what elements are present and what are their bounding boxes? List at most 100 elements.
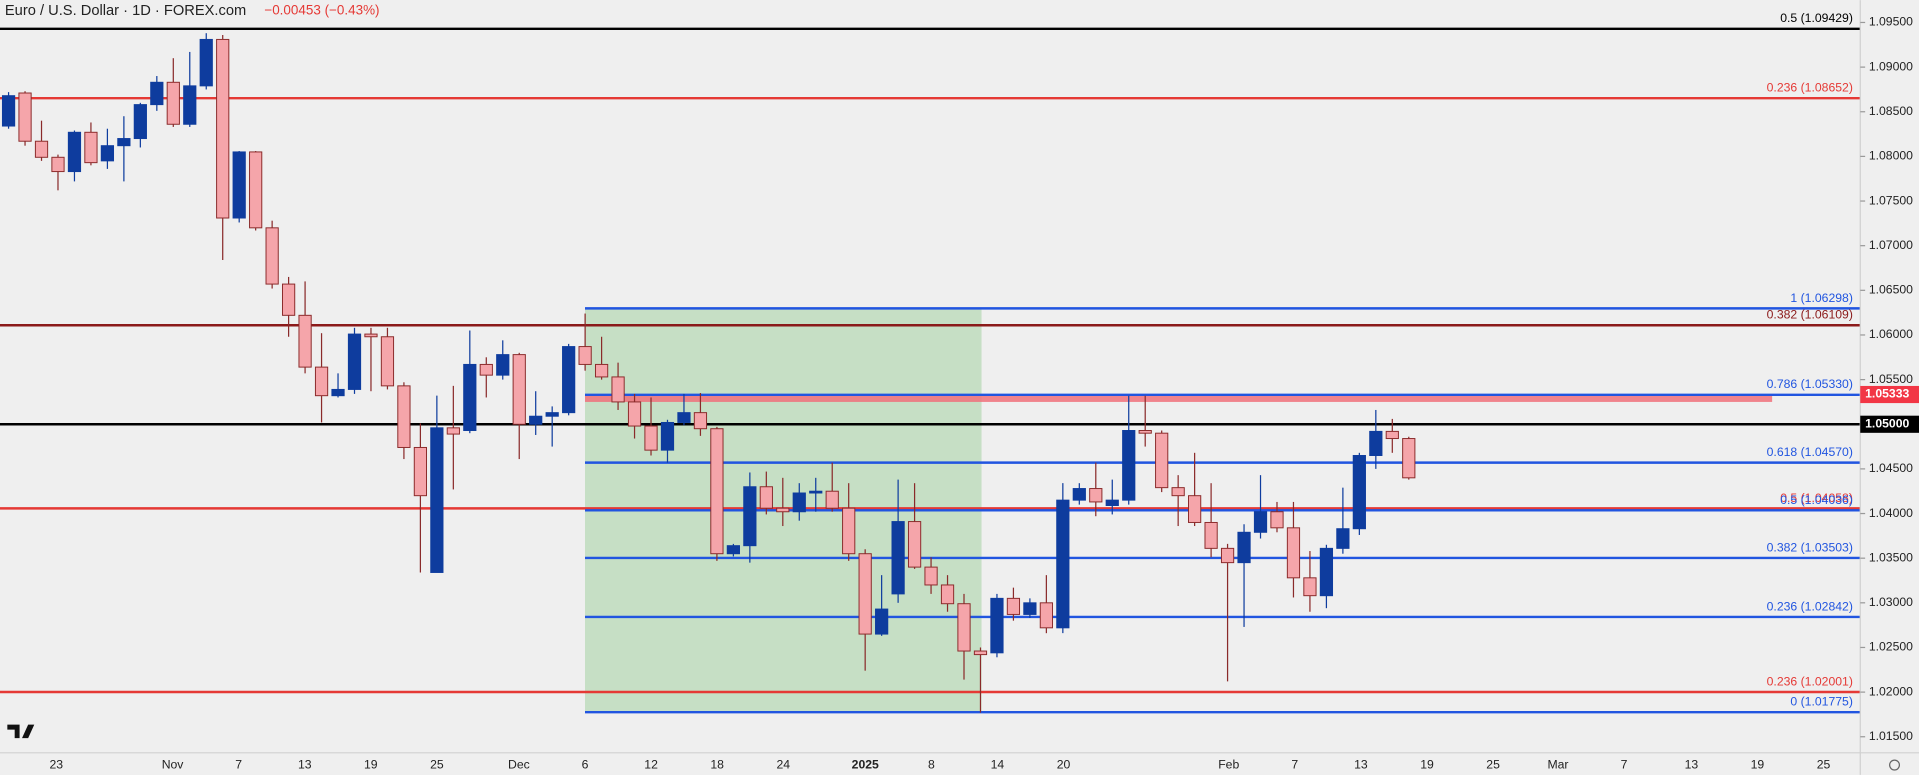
- settings-icon[interactable]: [1889, 759, 1901, 771]
- candle-body: [990, 597, 1004, 654]
- candle-body: [644, 425, 658, 451]
- x-tick-label: 7: [1291, 757, 1298, 771]
- candle-body: [1105, 499, 1119, 506]
- candle-body: [199, 38, 213, 87]
- x-tick-label: 8: [928, 757, 935, 771]
- candle-body: [1204, 521, 1218, 549]
- candle-body: [1171, 487, 1185, 497]
- candle-body: [150, 81, 164, 106]
- zone: [585, 394, 1773, 402]
- x-tick-label: 2025: [852, 757, 879, 771]
- candle-body: [1023, 602, 1037, 615]
- candle-body: [265, 227, 279, 285]
- candle-body: [545, 412, 559, 417]
- level-label: 0.236 (1.08652): [1767, 81, 1853, 95]
- y-tick-label: 1.01500: [1869, 729, 1913, 743]
- candle-body: [1352, 455, 1366, 530]
- price-change: −0.00453 (−0.43%): [264, 3, 379, 18]
- candle-body: [67, 131, 82, 173]
- candle-body: [1089, 488, 1103, 503]
- candle-body: [973, 650, 988, 656]
- candle-body: [660, 421, 675, 451]
- price-tag-label: 1.05333: [1865, 387, 1909, 401]
- candle-body: [397, 385, 411, 448]
- level-label: 0.5 (1.04058): [1780, 491, 1853, 505]
- candle-body: [347, 333, 362, 390]
- candle-body: [1402, 438, 1416, 479]
- candle-body: [792, 492, 806, 513]
- x-tick-label: 19: [1751, 757, 1765, 771]
- candle-body: [1072, 488, 1086, 501]
- candle-body: [232, 151, 246, 219]
- fib-label: 0.382 (1.03503): [1767, 540, 1853, 554]
- candle-body: [1286, 527, 1301, 579]
- candle-body: [183, 85, 197, 125]
- candle-body: [249, 151, 263, 229]
- y-tick-label: 1.04500: [1869, 461, 1913, 475]
- candle-body: [907, 521, 922, 568]
- candle-body: [891, 521, 905, 595]
- y-tick-label: 1.09000: [1869, 59, 1913, 73]
- candle-body: [34, 140, 49, 158]
- candle-body: [496, 354, 510, 376]
- fib-label: 0.618 (1.04570): [1767, 445, 1853, 459]
- candle-body: [809, 490, 823, 494]
- fib-label: 0.236 (1.02842): [1767, 599, 1853, 613]
- y-tick-label: 1.02500: [1869, 640, 1913, 654]
- candle-body: [1056, 499, 1070, 629]
- candle-body: [314, 366, 329, 397]
- candle-body: [1006, 597, 1021, 615]
- candle-body: [216, 38, 230, 219]
- x-tick-label: Nov: [162, 757, 185, 771]
- candle-body: [1270, 511, 1284, 529]
- y-tick-label: 1.03500: [1869, 550, 1913, 564]
- candle-body: [1220, 547, 1235, 564]
- x-tick-label: 13: [1685, 757, 1699, 771]
- y-tick-label: 1.05500: [1869, 372, 1913, 386]
- candle-body: [413, 446, 428, 497]
- candle-body: [298, 314, 312, 368]
- candle-body: [776, 507, 790, 513]
- candle-body: [529, 415, 543, 425]
- candle-body: [858, 553, 872, 635]
- candle-body: [594, 363, 609, 378]
- candle-body: [84, 131, 98, 164]
- candle-body: [710, 428, 724, 555]
- x-tick-label: 18: [710, 757, 724, 771]
- candle-body: [512, 354, 526, 425]
- candle-body: [1303, 577, 1317, 597]
- candle-body: [1336, 528, 1350, 549]
- candle-body: [100, 145, 115, 162]
- y-tick-label: 1.09500: [1869, 15, 1913, 29]
- fib-label: 0.5 (1.04036): [1780, 493, 1853, 507]
- candle-body: [51, 156, 65, 173]
- y-tick-label: 1.03000: [1869, 595, 1913, 609]
- price-tag: [1860, 385, 1919, 404]
- candle-body: [677, 412, 691, 423]
- x-tick-label: 20: [1057, 757, 1071, 771]
- x-tick-label: 7: [1621, 757, 1628, 771]
- candle-body: [479, 363, 493, 376]
- x-tick-label: 13: [1354, 757, 1368, 771]
- candle-body: [1237, 531, 1251, 564]
- candle-body: [430, 427, 444, 573]
- candle-body: [1319, 547, 1334, 597]
- x-tick-label: 24: [776, 757, 790, 771]
- candle-body: [364, 333, 378, 338]
- fib-label: 0 (1.01775): [1790, 695, 1853, 709]
- plot: [0, 27, 1861, 714]
- candle-body: [1039, 602, 1053, 629]
- y-tick-label: 1.08000: [1869, 149, 1913, 163]
- candle-body: [1188, 495, 1202, 523]
- x-tick-label: 19: [364, 757, 378, 771]
- candle-body: [940, 584, 955, 605]
- price-tag: [1860, 415, 1919, 433]
- logo: [7, 724, 35, 739]
- candle-body: [825, 490, 839, 509]
- level-label: 0.382 (1.06109): [1767, 308, 1853, 322]
- candle-body: [842, 507, 856, 555]
- candle-body: [1155, 432, 1169, 489]
- candle-body: [18, 92, 32, 142]
